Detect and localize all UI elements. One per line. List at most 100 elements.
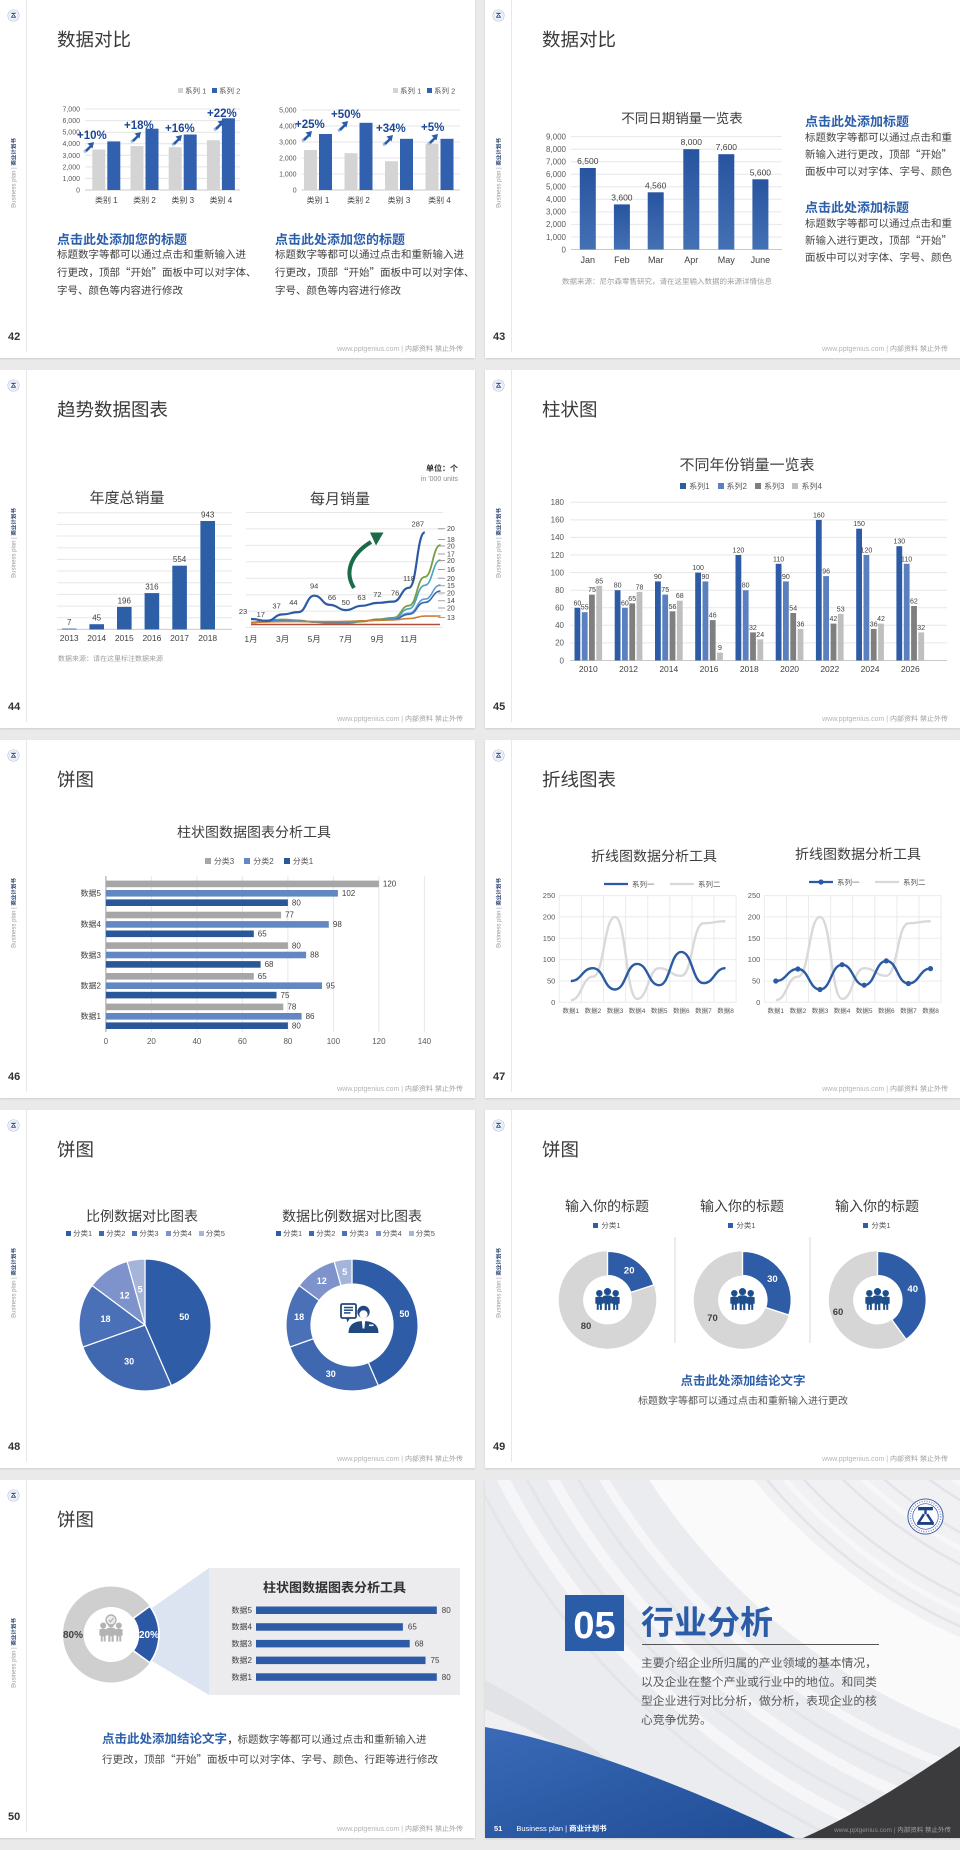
svg-text:数据1: 数据1 [562, 1005, 579, 1015]
svg-text:120: 120 [372, 1036, 386, 1047]
svg-text:2017: 2017 [170, 632, 189, 644]
svg-text:数据4: 数据4 [629, 1005, 646, 1015]
svg-text:23: 23 [239, 606, 247, 617]
svg-text:77: 77 [285, 910, 294, 921]
svg-text:36: 36 [870, 619, 878, 629]
svg-text:类别 1: 类别 1 [95, 195, 118, 206]
svg-text:120: 120 [383, 879, 397, 890]
svg-text:130: 130 [893, 537, 905, 547]
svg-text:18: 18 [447, 535, 455, 545]
svg-text:44: 44 [289, 597, 297, 608]
svg-text:2015: 2015 [115, 632, 134, 644]
svg-text:Mar: Mar [648, 253, 664, 266]
svg-text:20%: 20% [139, 1626, 159, 1641]
svg-text:系列 1: 系列 1 [185, 86, 206, 97]
svg-text:12: 12 [120, 1288, 130, 1301]
svg-text:4,560: 4,560 [645, 179, 667, 191]
svg-text:6,500: 6,500 [577, 155, 599, 167]
svg-text:+50%: +50% [331, 106, 361, 122]
svg-text:数据1: 数据1 [232, 1672, 253, 1683]
svg-text:2014: 2014 [659, 663, 678, 675]
svg-text:4,000: 4,000 [279, 122, 297, 132]
svg-text:80: 80 [555, 585, 564, 596]
svg-text:200: 200 [748, 911, 761, 922]
svg-text:系列 1: 系列 1 [400, 86, 421, 97]
svg-text:+10%: +10% [77, 127, 107, 143]
svg-text:196: 196 [118, 595, 132, 606]
svg-text:2018: 2018 [198, 632, 217, 644]
svg-text:5月: 5月 [308, 633, 321, 645]
svg-text:120: 120 [733, 546, 745, 556]
svg-text:5: 5 [138, 1282, 143, 1295]
svg-text:100: 100 [327, 1036, 341, 1047]
svg-text:+5%: +5% [421, 119, 444, 135]
svg-text:90: 90 [702, 572, 710, 582]
svg-text:8,000: 8,000 [681, 136, 703, 148]
svg-text:943: 943 [201, 510, 215, 521]
svg-text:2022: 2022 [820, 663, 839, 675]
svg-text:5,000: 5,000 [279, 106, 297, 116]
svg-text:200: 200 [543, 911, 556, 922]
svg-text:68: 68 [265, 959, 274, 970]
svg-text:18: 18 [294, 1310, 304, 1323]
svg-text:18: 18 [100, 1312, 110, 1325]
svg-text:20: 20 [555, 638, 564, 649]
svg-text:3,000: 3,000 [279, 138, 297, 148]
svg-text:9,000: 9,000 [546, 131, 567, 142]
svg-text:118: 118 [403, 573, 415, 584]
svg-text:数据1: 数据1 [81, 1011, 102, 1022]
svg-text:类别 2: 类别 2 [347, 195, 370, 206]
svg-text:3,000: 3,000 [62, 151, 80, 161]
svg-text:3月: 3月 [276, 633, 289, 645]
svg-text:20: 20 [447, 574, 455, 584]
svg-text:0: 0 [551, 997, 555, 1008]
svg-text:1,000: 1,000 [279, 170, 297, 180]
svg-text:2016: 2016 [142, 632, 161, 644]
svg-text:30: 30 [326, 1367, 336, 1380]
svg-text:+22%: +22% [207, 105, 237, 121]
svg-text:2020: 2020 [780, 663, 799, 675]
svg-text:150: 150 [748, 933, 761, 944]
svg-text:78: 78 [287, 1002, 296, 1013]
svg-text:Jan: Jan [581, 253, 596, 266]
svg-text:数据8: 数据8 [922, 1005, 939, 1015]
svg-text:2013: 2013 [60, 632, 79, 644]
svg-text:1,000: 1,000 [546, 232, 567, 243]
svg-text:75: 75 [661, 585, 669, 595]
svg-text:数据6: 数据6 [673, 1005, 690, 1015]
svg-text:系列二: 系列二 [698, 879, 721, 890]
svg-text:类别 4: 类别 4 [210, 195, 233, 206]
svg-text:数据3: 数据3 [232, 1638, 253, 1649]
svg-text:14: 14 [447, 596, 455, 606]
svg-text:110: 110 [901, 554, 912, 564]
svg-text:56: 56 [669, 602, 677, 612]
svg-text:数据8: 数据8 [717, 1005, 734, 1015]
svg-text:100: 100 [692, 563, 704, 573]
svg-text:6,000: 6,000 [546, 169, 567, 180]
svg-text:88: 88 [310, 950, 319, 961]
svg-text:数据4: 数据4 [232, 1622, 253, 1633]
svg-text:100: 100 [748, 954, 761, 965]
svg-text:7,000: 7,000 [62, 105, 80, 115]
svg-text:50: 50 [547, 976, 555, 987]
svg-text:316: 316 [145, 582, 159, 593]
svg-text:16: 16 [447, 565, 455, 575]
svg-text:80: 80 [742, 581, 750, 591]
svg-text:30: 30 [124, 1355, 134, 1368]
svg-text:12: 12 [317, 1274, 327, 1287]
svg-text:May: May [718, 253, 736, 266]
svg-text:75: 75 [281, 990, 290, 1001]
svg-text:数据7: 数据7 [695, 1005, 712, 1015]
svg-text:0: 0 [562, 244, 567, 255]
svg-text:80: 80 [292, 940, 301, 951]
svg-text:50: 50 [752, 976, 760, 987]
svg-text:数据3: 数据3 [607, 1005, 624, 1015]
svg-text:68: 68 [676, 591, 684, 601]
svg-text:46: 46 [709, 611, 717, 621]
svg-text:数据2: 数据2 [790, 1005, 807, 1015]
svg-text:数据5: 数据5 [651, 1005, 668, 1015]
svg-text:数据5: 数据5 [81, 888, 102, 899]
svg-text:5,000: 5,000 [62, 128, 80, 138]
svg-text:98: 98 [333, 919, 342, 930]
svg-text:50: 50 [342, 597, 350, 608]
